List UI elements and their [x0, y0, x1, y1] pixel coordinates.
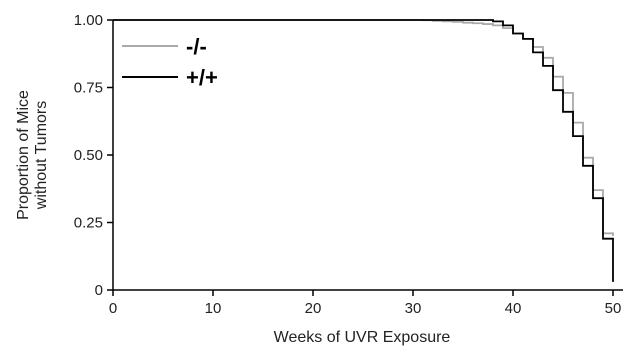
x-tick-label: 40: [505, 300, 522, 317]
y-tick-label: 1.00: [74, 12, 103, 29]
legend-label: +/+: [186, 65, 218, 90]
x-tick-label: 20: [305, 300, 322, 317]
y-tick-label: 0.25: [74, 215, 103, 232]
y-tick-label: 0: [95, 282, 103, 299]
x-tick-label: 10: [205, 300, 222, 317]
y-tick-label: 0.50: [74, 147, 103, 164]
x-ticks: 0 10 20 30 40 50: [109, 290, 622, 317]
x-axis-label: Weeks of UVR Exposure: [274, 329, 451, 346]
x-tick-label: 30: [405, 300, 422, 317]
legend-label: -/-: [186, 34, 207, 59]
y-axis-label-line-1: Proportion of Mice: [15, 90, 32, 220]
y-axis-label-line-2: without Tumors: [33, 101, 50, 210]
x-tick-label: 0: [109, 300, 117, 317]
series-line-wildtype: [113, 19, 614, 282]
legend: -/- +/+: [122, 34, 218, 90]
x-tick-label: 50: [605, 300, 622, 317]
y-tick-label: 0.75: [74, 80, 103, 97]
y-ticks: 0 0.25 0.50 0.75 1.00: [74, 12, 113, 299]
plot-area: [113, 19, 614, 282]
